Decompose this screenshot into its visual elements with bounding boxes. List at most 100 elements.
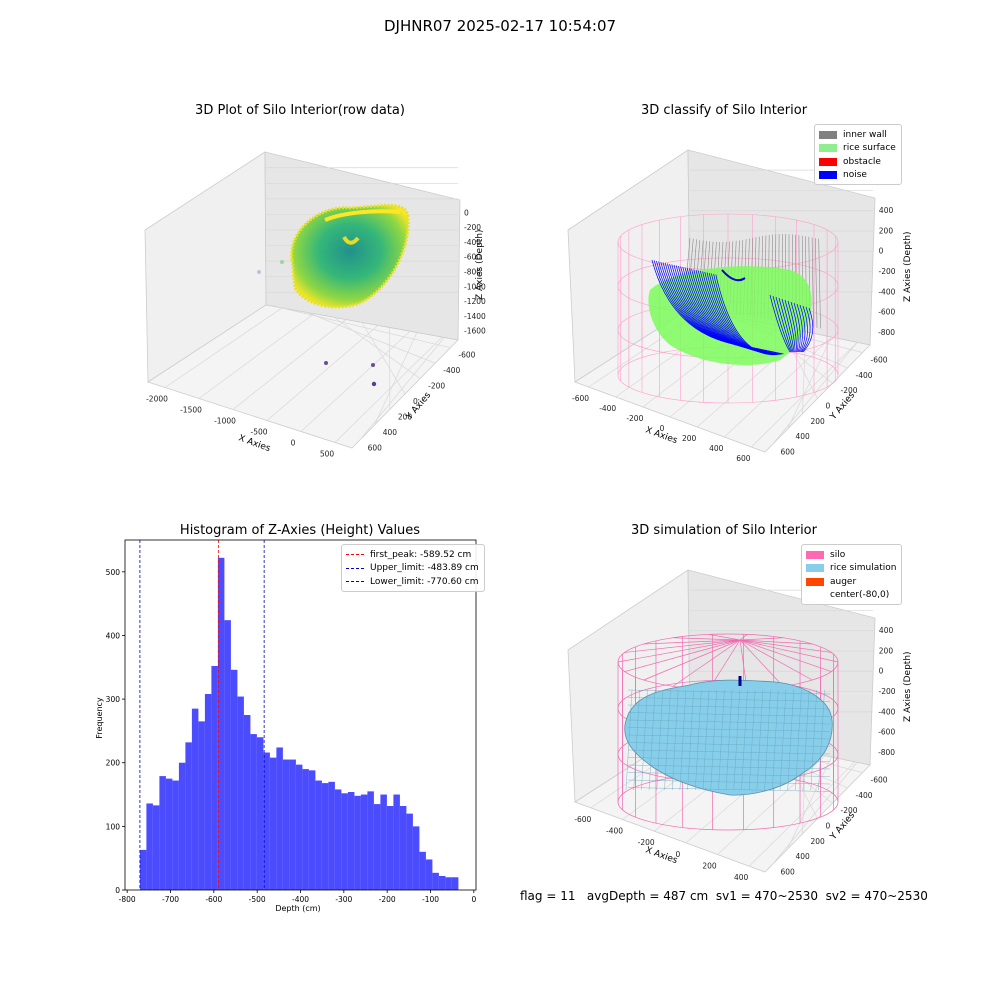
histogram-bar [204,694,212,890]
z-tick-label: -600 [878,308,895,317]
y-tick-label: 400 [796,852,811,861]
y-tick-label: -600 [871,776,888,785]
z-tick-label: -400 [878,707,895,716]
z-tick-label: 200 [879,646,894,655]
x-tick-label: -600 [574,815,591,824]
y-tick-label: 600 [781,867,796,876]
histogram-bar [172,780,179,890]
y-tick-label: 200 [811,837,826,846]
status-footer: flag = 11 avgDepth = 487 cm sv1 = 470~25… [520,889,928,903]
legend-entry: Upper_limit: -483.89 cm [346,562,479,576]
simulation-plot-title: 3D simulation of Silo Interior [631,523,817,538]
x-tick-label: -500 [249,895,266,904]
histogram-bar [354,795,361,890]
y-tick-label: -600 [458,351,475,360]
z-tick-label: -800 [878,328,895,337]
histogram-bar [386,806,394,890]
rice-simulation-mesh [625,689,831,792]
histogram-bar [425,859,433,890]
legend-line-swatch [346,567,364,569]
x-tick-label: -100 [422,895,439,904]
legend-entry: silo [806,548,896,562]
legend-label: inner wall [843,129,887,140]
simulation-3d-plot: -600-400-2000200400-600-400-200020040060… [567,569,913,882]
histogram-bar [412,826,420,890]
z-tick-label: 200 [879,226,894,235]
histogram-bar [302,769,309,890]
legend-label: rice surface [843,143,896,154]
legend-swatch [819,144,837,153]
z-tick-label: -1400 [464,312,486,321]
histogram-bar [159,776,166,890]
outlier-point [324,361,328,365]
z-tick-label: -400 [878,287,895,296]
y-tick-label: 200 [398,412,413,421]
histogram-bar [380,794,387,890]
simulation-legend: silo rice simulation auger center(-80,0) [801,544,903,605]
x-tick-label: -500 [250,428,267,437]
x-tick-label: -600 [572,394,589,403]
histogram-bar [282,759,290,890]
legend-swatch [806,591,824,599]
histogram-bar [347,792,355,890]
legend-label: silo [830,549,846,560]
y-tick-label: -400 [856,791,873,800]
y-tick-label: -600 [871,356,888,365]
histogram-bar [178,762,186,890]
raw-plot-title: 3D Plot of Silo Interior(row data) [195,103,405,118]
z-axis-label: Z Axies (Depth) [903,231,913,302]
y-tick-label: -200 [428,382,445,391]
legend-label: Upper_limit: -483.89 cm [370,563,479,574]
histogram-bar [224,620,231,890]
x-tick-label: 500 [320,450,335,459]
y-tick-label: -400 [443,366,460,375]
histogram-bar [250,734,257,890]
x-tick-label: -600 [205,895,222,904]
histogram-bar [263,752,270,890]
legend-label: first_peak: -589.52 cm [370,549,472,560]
z-tick-label: -1600 [464,327,486,336]
legend-label: noise [843,170,867,181]
histogram-bar [289,759,296,890]
y-tick-label: 400 [106,631,121,640]
y-tick-label: 0 [413,397,418,406]
classify-plot-title: 3D classify of Silo Interior [640,103,808,118]
histogram-bar [276,747,283,890]
legend-swatch [806,564,824,573]
x-ticks: -800 -700 -600 -500 -400 -300 -200 -100 0 [119,890,476,904]
histogram-bar [432,872,439,890]
z-tick-label: 400 [879,206,894,215]
histogram-bar [269,757,277,890]
legend-entry: center(-80,0) [806,589,896,603]
z-tick-label: -400 [464,238,481,247]
x-tick-label: -700 [162,895,179,904]
histogram-bars [139,557,459,890]
z-tick-label: -200 [464,223,481,232]
histogram-bar [373,804,381,890]
legend-entry: rice simulation [806,562,896,576]
legend-label: Lower_limit: -770.60 cm [370,576,479,587]
histogram-bar [438,876,446,890]
histogram-bar [419,851,426,890]
noise-points [651,259,814,356]
x-tick-label: 0 [675,850,680,859]
histogram-bar [230,669,238,890]
x-tick-label: -300 [335,895,352,904]
histogram-bar [139,849,147,890]
histogram-bar [198,721,205,890]
y-tick-label: 0 [826,822,831,831]
x-tick-label: -800 [119,895,136,904]
x-axis-label: Depth (cm) [275,904,320,913]
x-tick-label: -400 [606,827,623,836]
legend-line-swatch [346,581,364,583]
z-axis-label: Z Axies (Depth) [903,651,913,722]
legend-label: auger [830,576,857,587]
z-tick-label: -200 [879,687,896,696]
histogram-bar [341,793,348,890]
histogram-bar [211,666,218,890]
y-ticks: 0 100 200 300 400 500 [106,568,125,895]
y-tick-label: 100 [106,822,121,831]
histogram-bar [165,778,173,890]
legend-swatch [819,157,837,166]
histogram-bar [191,708,199,890]
